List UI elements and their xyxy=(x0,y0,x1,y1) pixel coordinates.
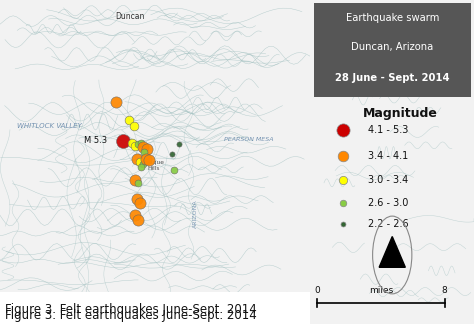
Point xyxy=(339,177,347,182)
Point xyxy=(139,161,146,166)
Point xyxy=(175,142,182,147)
Polygon shape xyxy=(379,237,405,267)
Text: 2.6 - 3.0: 2.6 - 3.0 xyxy=(368,198,408,207)
Text: Duncan, Arizona: Duncan, Arizona xyxy=(351,42,433,52)
Point xyxy=(131,143,139,148)
Point xyxy=(119,138,127,144)
Text: WHITLOCK VALLEY: WHITLOCK VALLEY xyxy=(17,123,82,129)
Text: Magnitude: Magnitude xyxy=(363,107,438,120)
Text: M 5.3: M 5.3 xyxy=(84,136,107,145)
Point xyxy=(130,124,137,129)
Point xyxy=(113,99,120,105)
Text: Figure 3. Felt earthquakes June-Sept. 2014: Figure 3. Felt earthquakes June-Sept. 20… xyxy=(5,309,256,322)
Point xyxy=(144,146,151,152)
Point xyxy=(134,142,142,147)
Point xyxy=(170,168,178,173)
Point xyxy=(136,159,144,165)
Point xyxy=(339,127,347,132)
Point xyxy=(136,200,144,205)
Point xyxy=(339,221,347,226)
Point xyxy=(134,180,142,186)
Text: Earthquake swarm: Earthquake swarm xyxy=(346,13,439,23)
Point xyxy=(131,177,139,182)
Point xyxy=(339,153,347,158)
Point xyxy=(169,151,176,156)
Text: 28 June - Sept. 2014: 28 June - Sept. 2014 xyxy=(335,73,449,83)
FancyBboxPatch shape xyxy=(314,3,471,97)
Point xyxy=(139,145,146,150)
Text: 0: 0 xyxy=(314,286,320,295)
Point xyxy=(145,158,153,163)
Text: GREENLEE: GREENLEE xyxy=(155,299,186,304)
Text: 3.4 - 4.1: 3.4 - 4.1 xyxy=(368,151,408,160)
Point xyxy=(137,164,145,169)
Point xyxy=(133,156,140,161)
Text: miles: miles xyxy=(369,286,393,295)
Point xyxy=(141,150,148,155)
Text: Figure 3. Felt earthquakes June-Sept. 2014: Figure 3. Felt earthquakes June-Sept. 20… xyxy=(5,303,256,316)
Point xyxy=(128,140,136,145)
Text: 3.0 - 3.4: 3.0 - 3.4 xyxy=(368,175,408,185)
Point xyxy=(133,197,140,202)
Point xyxy=(137,140,145,145)
Point xyxy=(131,213,139,218)
Text: PEARSON MESA: PEARSON MESA xyxy=(224,137,273,142)
Text: 2.2 - 2.6: 2.2 - 2.6 xyxy=(368,219,408,228)
Text: ARIZONA: ARIZONA xyxy=(193,199,198,228)
Point xyxy=(142,156,150,161)
Text: GRAHAM
COCHISE: GRAHAM COCHISE xyxy=(9,293,35,304)
Text: Duncan: Duncan xyxy=(116,12,145,21)
Point xyxy=(134,218,142,223)
Text: 8: 8 xyxy=(442,286,447,295)
Point xyxy=(339,200,347,205)
Text: 4.1 - 5.3: 4.1 - 5.3 xyxy=(368,125,408,134)
Text: Bosque
Hills: Bosque Hills xyxy=(143,160,164,171)
Point xyxy=(125,117,133,122)
